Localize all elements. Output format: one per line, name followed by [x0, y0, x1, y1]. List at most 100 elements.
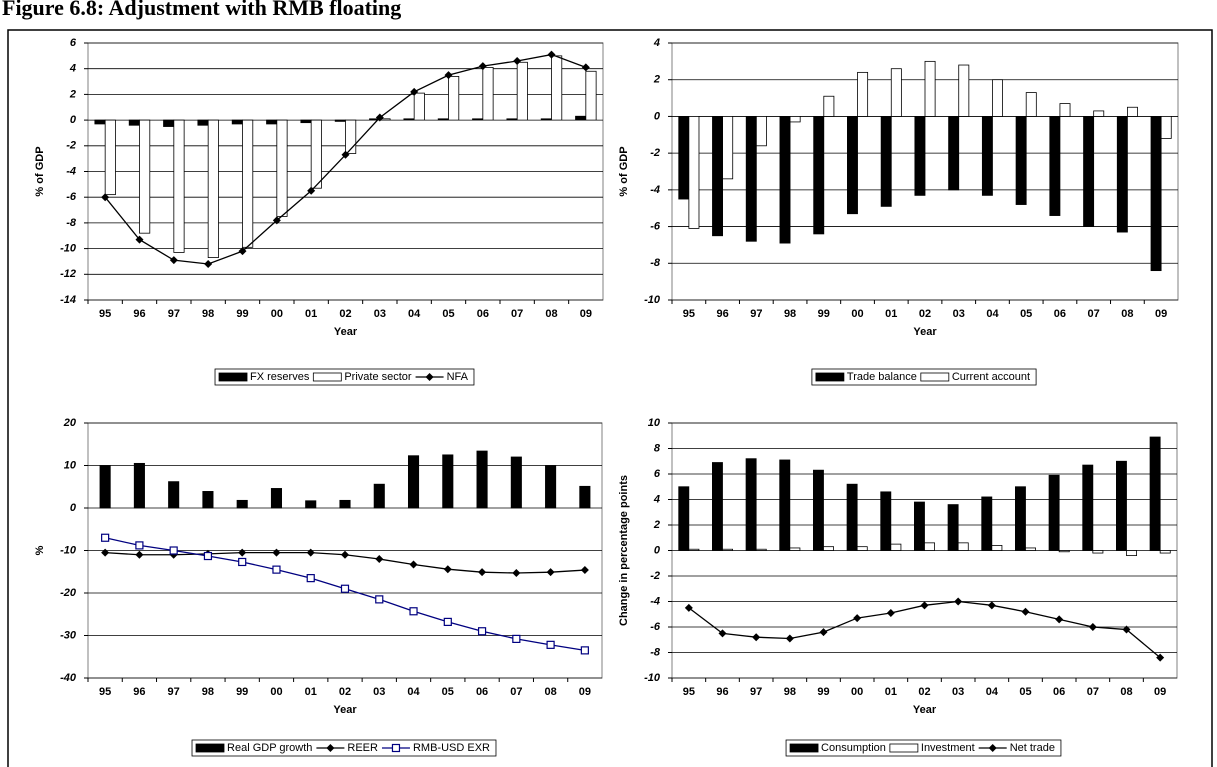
marker	[203, 551, 213, 561]
bar	[345, 119, 357, 154]
bar	[722, 548, 734, 551]
x-tick-label: 02	[918, 686, 930, 698]
x-tick-label: 07	[1088, 308, 1100, 320]
legend-swatch	[889, 743, 919, 753]
bar	[472, 118, 484, 121]
x-tick-label: 97	[168, 308, 180, 320]
bar	[163, 119, 175, 127]
marker	[340, 584, 350, 593]
marker	[512, 569, 521, 578]
x-tick-label: 00	[271, 308, 283, 320]
x-tick-label: 09	[1154, 686, 1166, 698]
y-tick-label: 0	[70, 114, 77, 126]
bar	[957, 542, 969, 551]
bar	[678, 486, 690, 551]
marker	[101, 533, 110, 542]
marker	[546, 568, 555, 577]
x-tick-label: 96	[716, 686, 728, 698]
marker	[272, 548, 281, 557]
bar	[856, 546, 868, 551]
y-tick-label: -8	[650, 646, 661, 658]
marker	[1122, 625, 1131, 634]
marker	[169, 256, 178, 265]
x-tick-label: 96	[133, 308, 145, 320]
bar	[981, 496, 993, 551]
x-tick-label: 05	[442, 686, 454, 698]
marker	[853, 614, 862, 623]
y-tick-label: 0	[654, 544, 661, 556]
x-tick-label: 08	[545, 308, 557, 320]
bar	[104, 119, 116, 196]
legend-swatch	[312, 372, 342, 382]
marker	[954, 597, 963, 606]
x-tick-label: 01	[885, 686, 897, 698]
legend-label: FX reserves	[250, 371, 310, 383]
y-tick-label: 10	[648, 417, 661, 429]
bar	[202, 491, 214, 509]
bar	[914, 501, 925, 551]
bar	[442, 454, 454, 509]
x-tick-label: 98	[784, 686, 796, 698]
legend-label: Investment	[921, 742, 975, 754]
y-tick-label: 4	[653, 493, 660, 505]
bar	[1015, 116, 1027, 205]
bar	[540, 118, 552, 121]
bar	[266, 119, 278, 125]
bar	[1083, 116, 1095, 227]
x-tick-label: 06	[477, 308, 489, 320]
x-tick-label: 07	[510, 686, 522, 698]
bar	[413, 92, 425, 121]
bar	[991, 545, 1003, 551]
marker	[819, 628, 828, 637]
marker	[512, 634, 521, 644]
y-tick-label: 4	[653, 37, 660, 49]
bar	[1116, 460, 1127, 551]
marker	[752, 633, 761, 642]
bar	[847, 116, 858, 215]
bar	[1160, 116, 1172, 139]
y-axis-title: Change in percentage points	[618, 475, 630, 626]
y-tick-label: -6	[650, 621, 661, 633]
y-tick-label: -40	[60, 672, 77, 684]
marker	[135, 235, 144, 244]
legend-label: Trade balance	[847, 371, 917, 383]
bar	[99, 465, 111, 509]
x-tick-label: 09	[580, 308, 592, 320]
marker	[341, 150, 350, 159]
legend-box	[214, 368, 475, 386]
y-tick-label: -20	[60, 587, 77, 599]
y-tick-label: -4	[66, 165, 76, 177]
y-tick-label: -4	[650, 184, 660, 196]
marker	[341, 550, 349, 559]
bar	[197, 119, 209, 126]
marker	[375, 555, 384, 563]
bar	[1059, 103, 1071, 117]
x-tick-label: 95	[99, 686, 111, 698]
legend-swatch	[218, 372, 248, 382]
marker	[272, 216, 281, 225]
x-tick-label: 96	[716, 308, 728, 320]
x-tick-label: 05	[1019, 686, 1031, 698]
bar	[300, 119, 312, 124]
x-tick-label: 08	[1121, 308, 1133, 320]
y-tick-label: 20	[63, 417, 77, 429]
x-tick-label: 96	[133, 686, 145, 698]
bar	[1058, 550, 1070, 553]
x-tick-label: 05	[442, 308, 454, 320]
bar	[168, 481, 180, 509]
x-tick-label: 97	[750, 686, 762, 698]
x-tick-label: 95	[683, 308, 695, 320]
x-axis-title: Year	[333, 704, 357, 716]
legend-box	[785, 739, 1062, 757]
bar	[506, 118, 518, 121]
marker	[987, 601, 996, 610]
bar	[207, 119, 219, 258]
bar	[231, 119, 243, 125]
y-tick-label: -8	[66, 217, 77, 229]
y-axis-title: % of GDP	[34, 146, 46, 196]
x-tick-label: 03	[952, 686, 964, 698]
y-axis-title: % of GDP	[618, 146, 630, 196]
bar	[813, 116, 825, 235]
marker	[1156, 653, 1165, 662]
legend-label: Consumption	[821, 742, 886, 754]
